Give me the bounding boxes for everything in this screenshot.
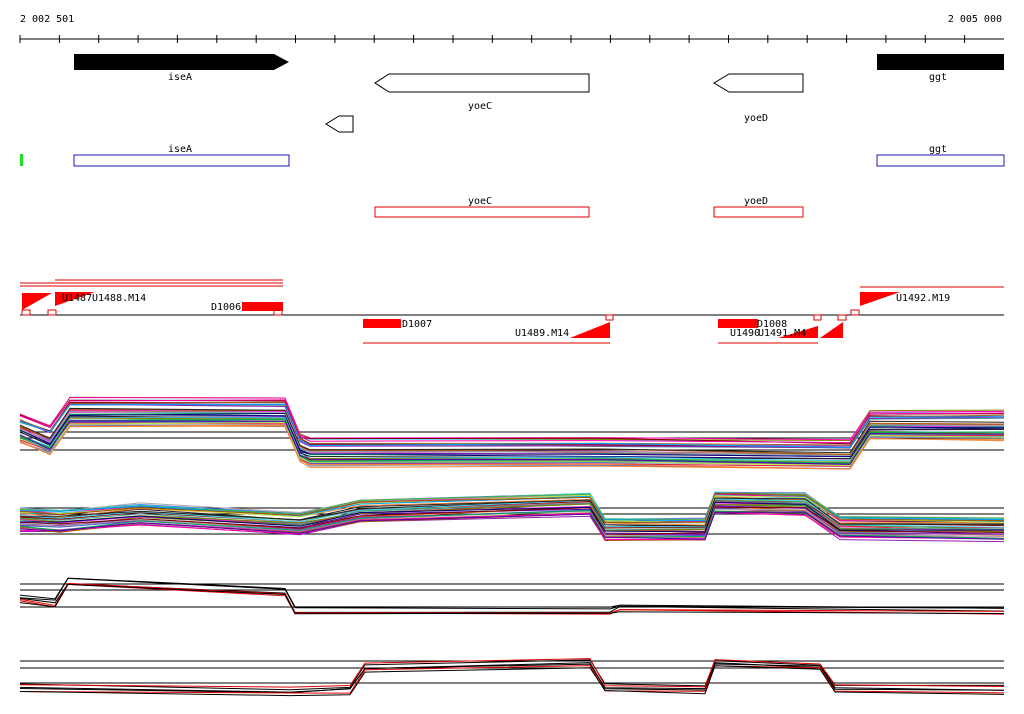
gene-label-ggt: ggt [929,72,947,83]
expression-profile [19,583,1005,615]
expression-profile [19,415,1005,460]
annotation-box-yoed[interactable] [713,206,804,218]
gene-arrow-yoec[interactable] [374,73,590,93]
segment-ramp [778,326,818,338]
segment-ramp [55,292,95,306]
expression-panel-1 [19,396,1005,470]
segment-bracket [605,314,614,321]
segment-block [242,302,283,311]
ruler-end-label: 2 005 000 [948,14,1002,25]
expression-profile [19,496,1005,526]
annotation-track: iseA ggt yoeC yoeD [20,144,1005,218]
expression-panel-4 [19,658,1005,697]
expression-profile [19,403,1005,449]
segment-block [718,319,758,328]
segment-ramp [22,293,52,310]
gene-label-yoec: yoeC [468,101,492,112]
annotation-box-isea[interactable] [73,154,290,167]
expression-profile [19,511,1005,540]
expression-profile [19,412,1005,458]
segment-ramp [860,292,900,306]
expression-panel-3 [19,577,1005,615]
expression-profile [19,420,1005,465]
expression-profile [19,499,1005,529]
position-marker [20,154,23,166]
ruler-ticks [19,35,966,43]
segment-bracket [837,314,847,321]
segment-label-d1006: D1006 [211,302,241,313]
gene-track: iseA yoeC yoeD ggt [74,54,1004,133]
annotation-label-yoec: yoeC [468,196,492,207]
segment-ramp [570,322,610,338]
segment-label-u1492: U1492.M19 [896,293,950,304]
segment-bracket [850,309,860,316]
segment-bracket [21,309,31,316]
expression-profile [19,399,1005,444]
ruler-start-label: 2 002 501 [20,14,74,25]
annotation-box-ggt[interactable] [876,154,1005,167]
segment-bracket [813,314,822,321]
segment-track: U1487 U1488.M14 D1006 D1007 U1489.M14 D1… [20,279,1004,344]
expression-profile [19,659,1004,691]
expression-profile [19,407,1005,454]
expression-profile [19,577,1005,609]
segment-bracket [47,309,57,316]
segment-label-u1488: U1488.M14 [92,293,146,304]
annotation-box-yoec[interactable] [374,206,590,218]
coordinate-ruler: 2 002 501 2 005 000 [19,14,1004,43]
segment-label-u1487: U1487 [62,293,92,304]
annotation-label-yoed: yoeD [744,196,768,207]
gene-arrow-small[interactable] [325,115,354,133]
gene-arrow-yoed[interactable] [713,73,804,93]
gene-arrow-isea[interactable] [74,54,289,70]
annotation-label-ggt: ggt [929,144,947,155]
segment-label-d1007: D1007 [402,319,432,330]
expression-profile [19,497,1004,527]
gene-arrow-ggt[interactable] [877,54,1004,70]
expression-profile [19,411,1005,457]
expression-profile [19,658,1005,688]
gene-label-isea: iseA [168,72,192,83]
segment-label-d1008: D1008 [757,319,787,330]
segment-label-u1489: U1489.M14 [515,328,569,339]
segment-block [363,319,401,328]
gene-label-yoed: yoeD [744,113,768,124]
segment-label-u1490: U1490 [730,328,760,339]
expression-profile [19,421,1005,467]
expression-profile [19,396,1005,441]
annotation-label-isea: iseA [168,144,192,155]
expression-profile [19,506,1005,536]
expression-profile [19,492,1005,524]
expression-profile [19,424,1005,470]
expression-profile [19,498,1005,528]
segment-ramp [820,322,843,338]
segment-label-u1491: U1491.M4 [758,328,806,339]
segment-bracket [273,309,283,316]
expression-profile [19,665,1005,697]
expression-profile [19,501,1005,533]
expression-profile [19,662,1005,694]
expression-panel-2 [19,491,1005,543]
